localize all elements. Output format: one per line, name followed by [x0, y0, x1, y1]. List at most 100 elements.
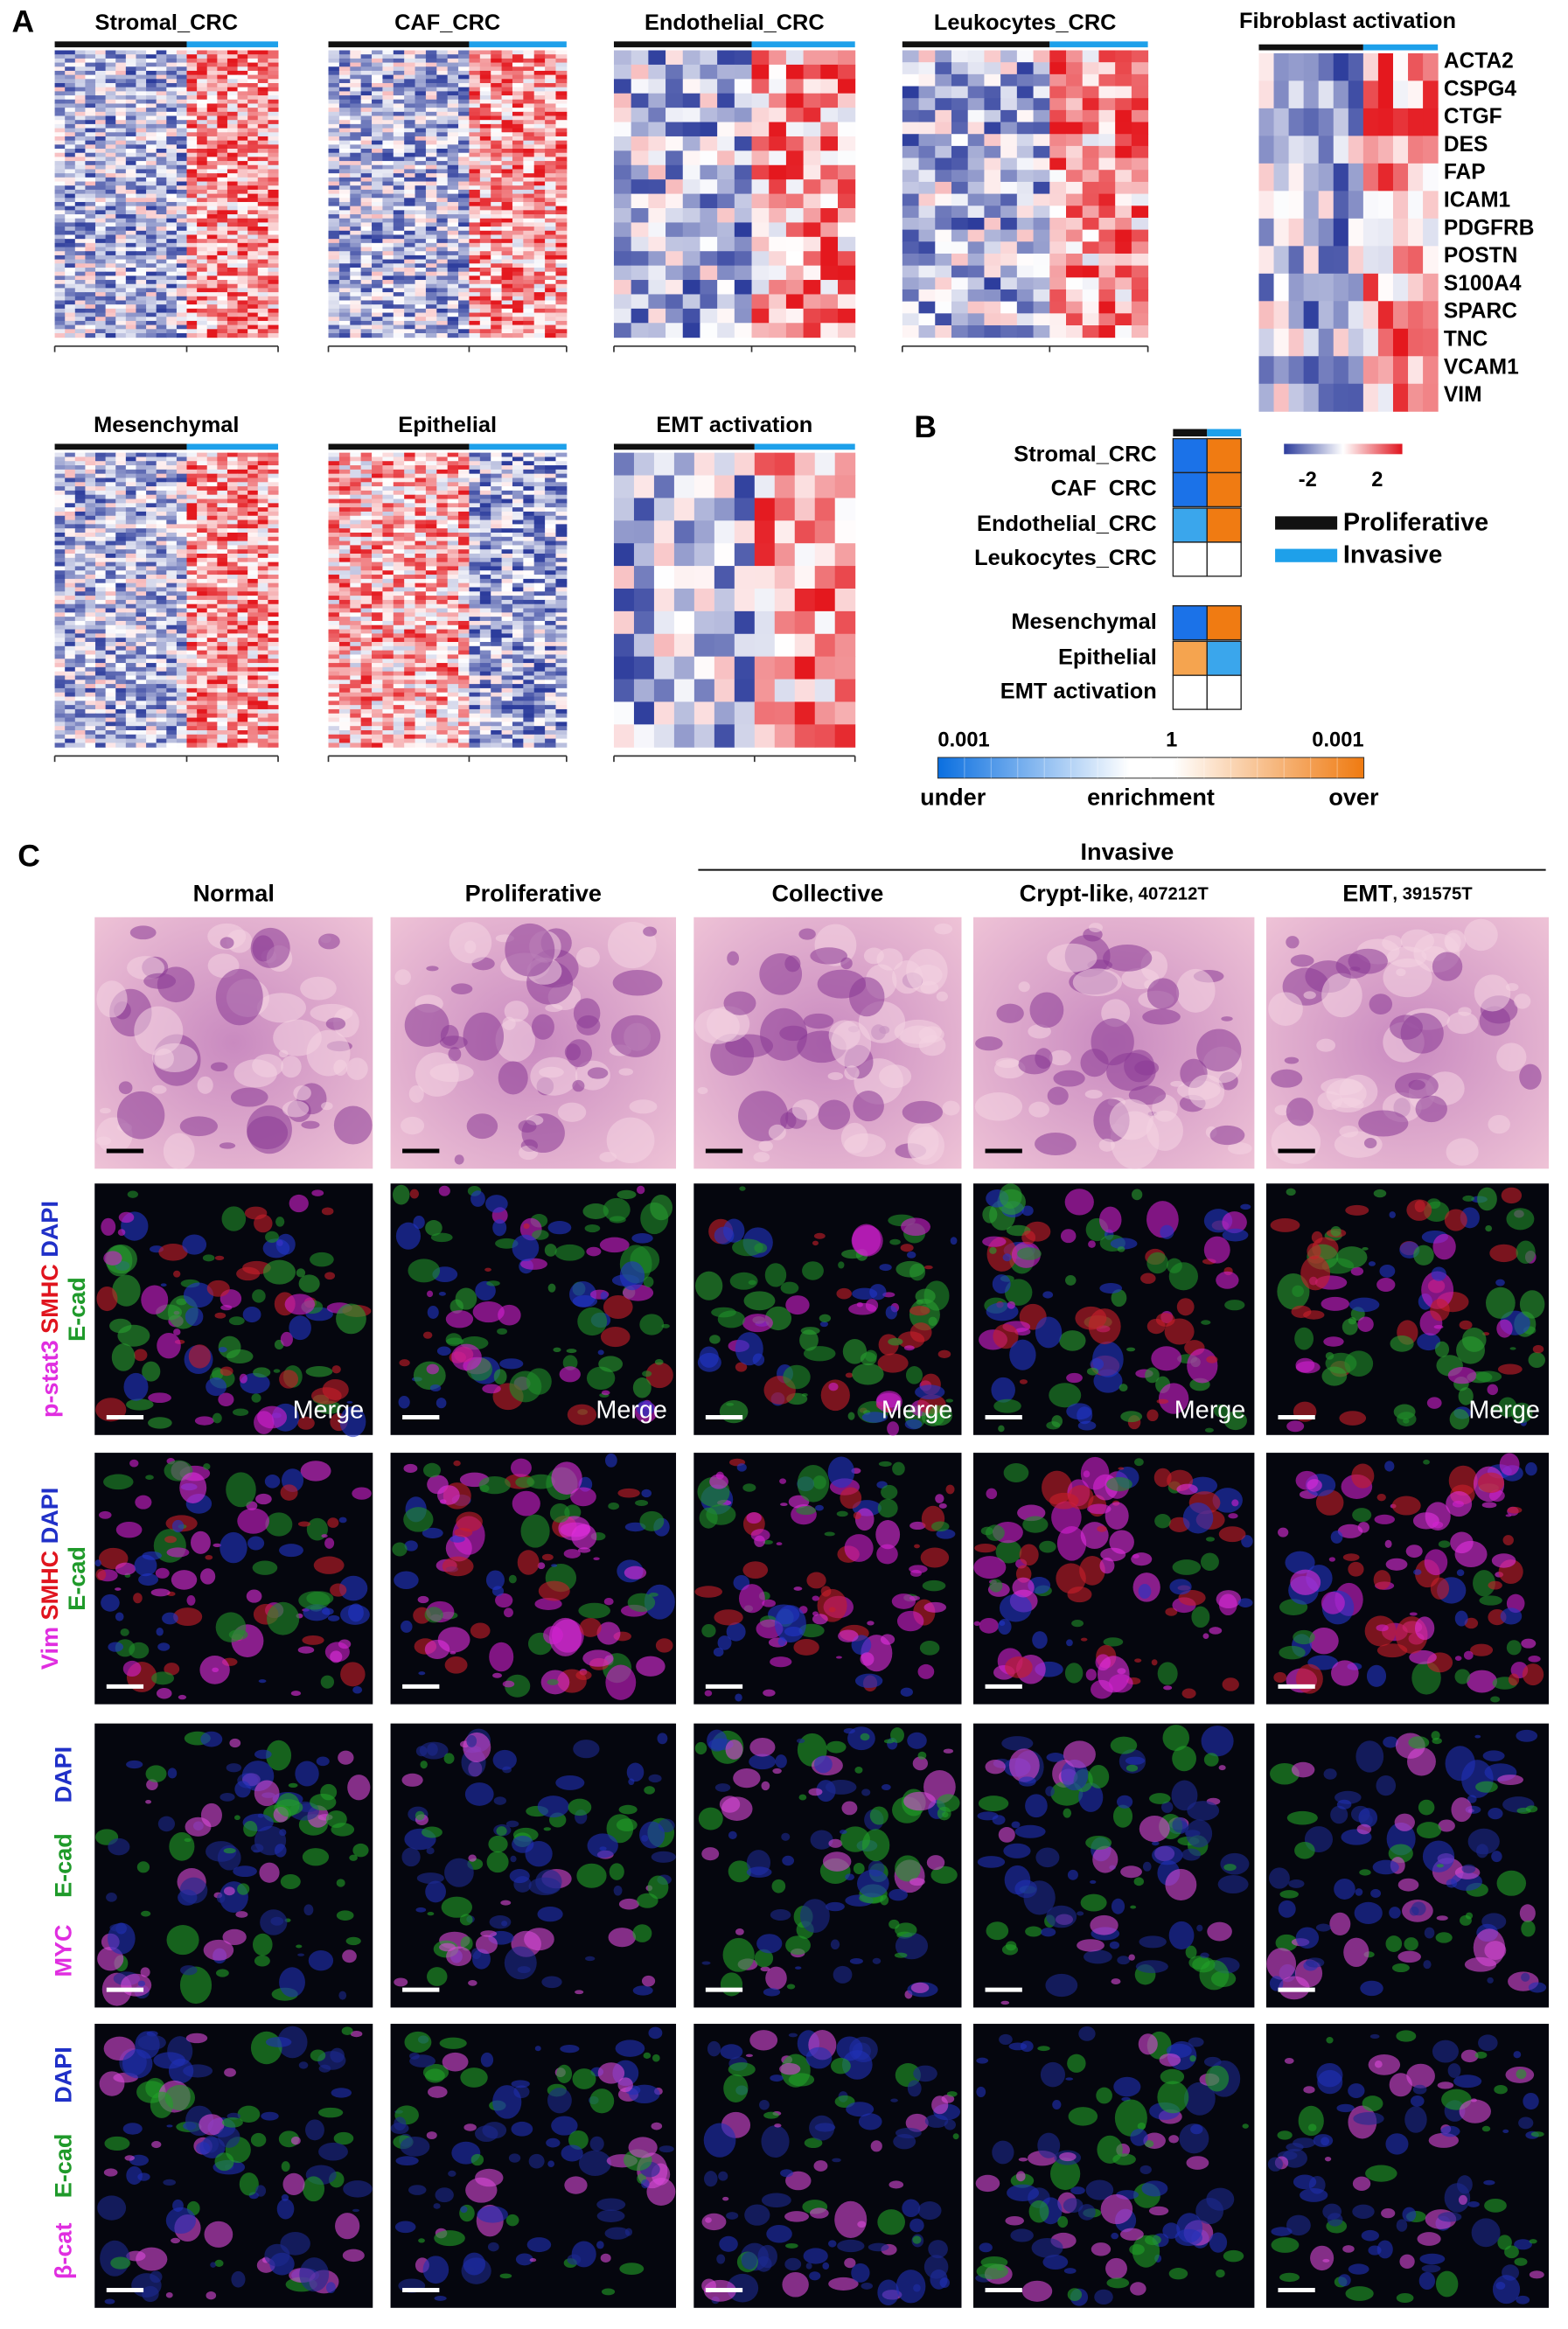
heatmap-cell — [237, 503, 248, 508]
heatmap-cell — [700, 136, 718, 151]
heatmap-cell — [338, 332, 351, 338]
heatmap-cell — [156, 320, 167, 326]
heatmap-cell — [197, 157, 208, 162]
heatmap-cell — [555, 74, 568, 80]
heatmap-cell — [257, 120, 268, 125]
heatmap-cell — [115, 91, 127, 96]
heatmap-cell — [186, 95, 198, 101]
heatmap-cell — [217, 332, 228, 338]
heatmap-cell — [206, 115, 218, 121]
heatmap-cell — [491, 62, 503, 67]
heatmap-cell — [74, 87, 86, 92]
heatmap-cell — [125, 608, 136, 613]
heatmap-cell — [85, 461, 96, 466]
heatmap-cell — [226, 214, 239, 220]
heatmap-cell — [226, 457, 239, 462]
heatmap-cell — [415, 230, 427, 235]
heatmap-cell — [176, 181, 188, 186]
heatmap-cell — [74, 267, 86, 273]
heatmap-cell — [95, 304, 107, 310]
heatmap-cell — [682, 50, 700, 66]
heatmap-cell — [837, 64, 856, 80]
heatmap-cell — [447, 66, 459, 72]
heatmap-cell — [176, 596, 188, 601]
heatmap-cell — [247, 193, 259, 199]
heatmap-cell — [967, 134, 985, 147]
heatmap-cell — [226, 620, 239, 626]
heatmap-cell — [360, 320, 373, 326]
heatmap-cell — [197, 271, 208, 276]
heatmap-cell — [393, 58, 405, 64]
heatmap-cell — [176, 554, 188, 559]
heatmap-cell — [105, 247, 116, 252]
heatmap-cell — [512, 193, 524, 199]
heatmap-cell — [156, 185, 167, 191]
heatmap-cell — [217, 494, 228, 500]
heatmap-cell — [166, 169, 178, 174]
heatmap-cell — [268, 620, 279, 626]
heatmap-cell — [479, 304, 491, 310]
heatmap-cell — [545, 66, 556, 72]
heatmap-cell — [372, 247, 383, 252]
heatmap-cell — [125, 140, 136, 145]
heatmap-cell — [237, 255, 248, 261]
heatmap-cell — [447, 115, 459, 121]
heatmap-cell — [156, 136, 167, 142]
heatmap-cell — [105, 650, 116, 655]
heatmap-cell — [382, 144, 394, 150]
heatmap-cell — [415, 271, 427, 276]
heatmap-cell — [479, 140, 491, 145]
heatmap-cell — [176, 671, 188, 676]
heatmap-cell — [967, 109, 985, 123]
heatmap-cell — [74, 490, 86, 496]
heatmap-cell — [257, 304, 268, 310]
heatmap-cell — [186, 218, 198, 223]
heatmap-cell — [237, 684, 248, 689]
heatmap-cell — [156, 144, 167, 150]
heatmap-cell — [136, 214, 147, 220]
heatmap-cell — [1082, 145, 1099, 159]
heatmap-cell — [447, 201, 459, 207]
heatmap-cell — [166, 120, 178, 125]
heatmap-cell — [268, 288, 279, 293]
heatmap-cell — [65, 247, 76, 252]
heatmap-cell — [197, 123, 208, 129]
heatmap-cell — [360, 123, 373, 129]
heatmap-cell — [447, 292, 459, 297]
heatmap-cell — [631, 222, 649, 238]
heatmap-cell — [125, 324, 136, 330]
heatmap-cell — [95, 222, 107, 227]
heatmap-cell — [268, 263, 279, 268]
heatmap-cell — [479, 66, 491, 72]
heatmap-cell — [74, 494, 86, 500]
heatmap-cell — [751, 93, 770, 108]
heatmap-cell — [360, 79, 373, 84]
heatmap-cell — [217, 222, 228, 227]
heatmap-cell — [479, 247, 491, 252]
heatmap-cell — [156, 332, 167, 338]
heatmap-cell — [257, 575, 268, 580]
heatmap-cell — [967, 277, 985, 290]
heatmap-cell — [501, 329, 513, 334]
heatmap-cell — [328, 283, 340, 289]
heatmap-cell — [54, 503, 66, 508]
heatmap-cell — [95, 218, 107, 223]
heatmap-cell — [479, 54, 491, 59]
heatmap-cell — [338, 70, 351, 76]
heatmap-cell — [533, 173, 546, 178]
heatmap-cell — [257, 193, 268, 199]
heatmap-cell — [469, 267, 481, 273]
heatmap-cell — [382, 128, 394, 133]
heatmap-cell — [156, 70, 167, 76]
heatmap-cell — [734, 79, 753, 94]
heatmap-cell — [166, 629, 178, 634]
heatmap-cell — [555, 87, 568, 92]
heatmap-cell — [166, 457, 178, 462]
heatmap-cell — [415, 181, 427, 186]
heatmap-cell — [393, 332, 405, 338]
heatmap-cell — [186, 201, 198, 207]
heatmap-cell — [785, 193, 805, 209]
heatmap-cell — [237, 271, 248, 276]
heatmap-cell — [533, 152, 546, 157]
heatmap-cell — [95, 519, 107, 525]
